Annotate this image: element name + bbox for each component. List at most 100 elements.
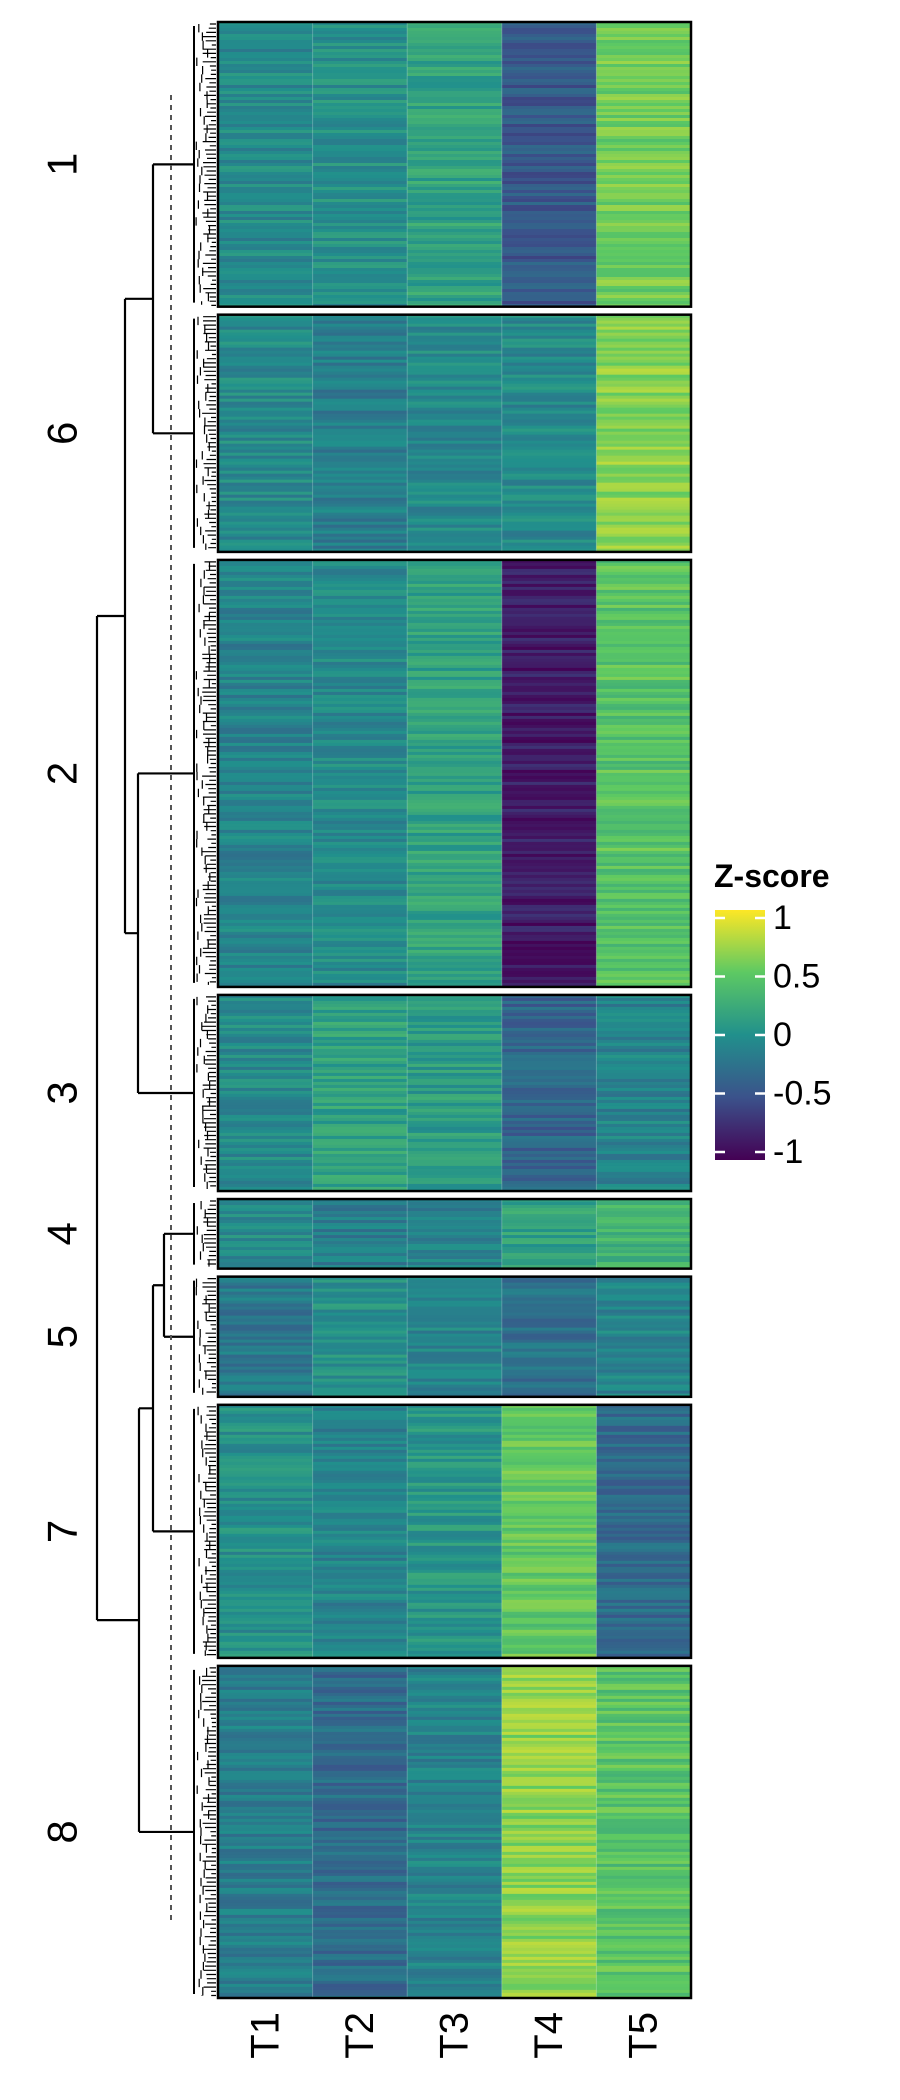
heatmap-cell — [312, 1446, 408, 1451]
heatmap-cell — [312, 434, 408, 439]
heatmap-cell — [501, 1476, 597, 1481]
heatmap-cell — [218, 1096, 313, 1101]
heatmap-cell — [312, 1545, 408, 1550]
heatmap-cell — [218, 1244, 313, 1248]
heatmap-cell — [407, 604, 503, 609]
heatmap-cell — [501, 250, 597, 254]
heatmap-cell — [407, 859, 503, 864]
heatmap-cell — [407, 52, 503, 56]
heatmap-cell — [407, 856, 503, 861]
heatmap-cell — [596, 586, 692, 591]
heatmap-cell — [218, 601, 313, 606]
heatmap-cell — [218, 1515, 313, 1520]
heatmap-cell — [596, 1596, 692, 1601]
heatmap-cell — [596, 1500, 692, 1505]
heatmap-cell — [596, 22, 692, 26]
heatmap-cell — [501, 688, 597, 693]
heatmap-cell — [312, 1419, 408, 1424]
heatmap-cell — [501, 1051, 597, 1056]
heatmap-cell — [596, 562, 692, 567]
heatmap-cell — [501, 1458, 597, 1463]
heatmap-cell — [407, 1360, 503, 1365]
heatmap-cell — [407, 1617, 503, 1622]
heatmap-cell — [218, 1102, 313, 1107]
heatmap-cell — [407, 277, 503, 281]
heatmap-cell — [218, 1611, 313, 1616]
heatmap-cell — [501, 1066, 597, 1071]
heatmap-cell — [407, 568, 503, 573]
heatmap-cell — [596, 1410, 692, 1415]
heatmap-cell — [407, 1033, 503, 1038]
heatmap-cell — [501, 856, 597, 861]
heatmap-cell — [501, 664, 597, 669]
heatmap-cell — [218, 694, 313, 699]
heatmap-cell — [218, 286, 313, 290]
heatmap-cell — [312, 1434, 408, 1439]
heatmap-cell — [218, 323, 313, 328]
heatmap-cell — [596, 559, 692, 564]
heatmap-cell — [407, 706, 503, 711]
heatmap-cell — [407, 571, 503, 576]
heatmap-cell — [407, 1968, 503, 1973]
heatmap-cell — [596, 265, 692, 269]
heatmap-cell — [312, 181, 408, 185]
heatmap-cell — [596, 1404, 692, 1409]
heatmap-cell — [596, 542, 692, 547]
heatmap-cell — [312, 1632, 408, 1637]
heatmap-cell — [501, 1117, 597, 1122]
heatmap-cell — [218, 1276, 313, 1281]
heatmap-cell — [501, 1812, 597, 1817]
heatmap-cell — [501, 772, 597, 777]
heatmap-cell — [596, 1590, 692, 1595]
heatmap-cell — [312, 1821, 408, 1826]
heatmap-cell — [407, 1078, 503, 1083]
heatmap-cell — [218, 1899, 313, 1904]
heatmap-cell — [596, 317, 692, 322]
heatmap-cell — [407, 853, 503, 858]
dendrogram-leaves — [193, 23, 216, 306]
heatmap-cell — [596, 1794, 692, 1799]
heatmap-cell — [501, 247, 597, 251]
heatmap-cell — [312, 559, 408, 564]
heatmap-cell — [218, 1950, 313, 1955]
heatmap-cell — [501, 1126, 597, 1131]
heatmap-cell — [218, 295, 313, 299]
heatmap-cell — [596, 1632, 692, 1637]
heatmap-cell — [596, 1312, 692, 1317]
heatmap-cell — [596, 835, 692, 840]
heatmap-cell — [312, 422, 408, 427]
heatmap-cell — [312, 1710, 408, 1715]
heatmap-cell — [501, 871, 597, 876]
heatmap-cell — [596, 1524, 692, 1529]
heatmap-cell — [312, 1458, 408, 1463]
heatmap-cell — [218, 967, 313, 972]
heatmap-cell — [596, 676, 692, 681]
heatmap-cell — [501, 1256, 597, 1260]
heatmap-cell — [218, 1536, 313, 1541]
heatmap-cell — [501, 1491, 597, 1496]
cluster-border — [216, 993, 693, 1193]
heatmap-cell — [312, 565, 408, 570]
heatmap-cell — [501, 1509, 597, 1514]
heatmap-cell — [218, 395, 313, 400]
heatmap-cell — [312, 22, 408, 26]
heatmap-cell — [312, 172, 408, 176]
heatmap-cell — [312, 847, 408, 852]
heatmap-cell — [218, 1066, 313, 1071]
heatmap-cell — [501, 925, 597, 930]
heatmap-cell — [218, 1129, 313, 1134]
heatmap-cell — [218, 1989, 313, 1994]
heatmap-cell — [407, 506, 503, 511]
heatmap-cell — [312, 1147, 408, 1152]
heatmap-cell — [312, 274, 408, 278]
heatmap-cell — [596, 829, 692, 834]
heatmap-cell — [312, 952, 408, 957]
heatmap-cell — [501, 793, 597, 798]
heatmap-cell — [501, 1440, 597, 1445]
heatmap-cell — [596, 1881, 692, 1886]
legend-tick-label: 0.5 — [773, 958, 820, 996]
heatmap-cell — [596, 500, 692, 505]
heatmap-cell — [501, 907, 597, 912]
heatmap-cell — [501, 1312, 597, 1317]
heatmap-cell — [501, 1003, 597, 1008]
